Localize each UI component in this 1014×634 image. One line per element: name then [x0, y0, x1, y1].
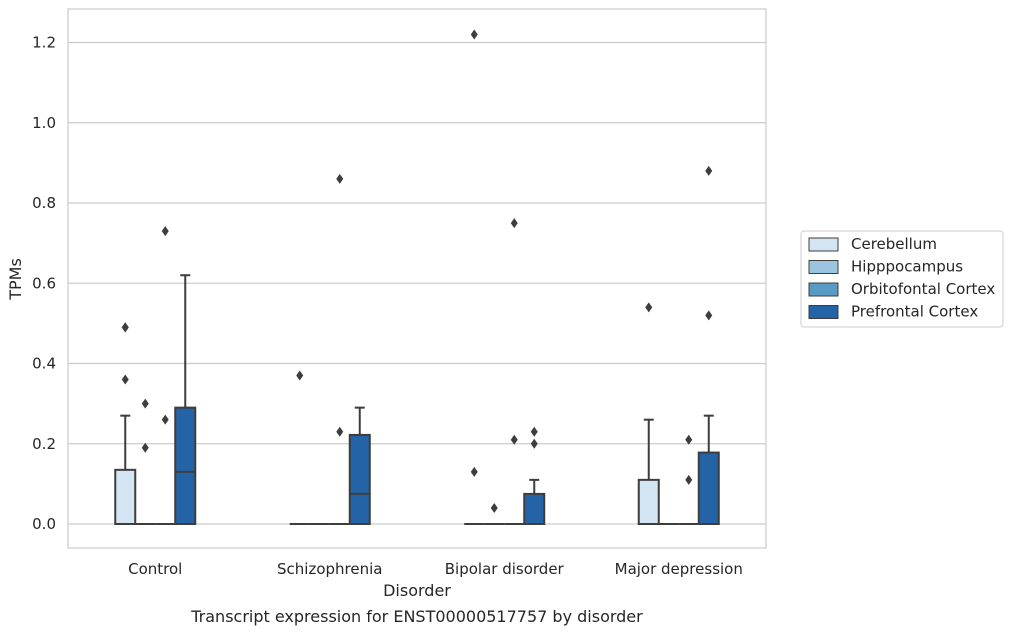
y-tick-label: 0.4: [32, 355, 56, 373]
outlier-marker: [645, 302, 653, 313]
legend-label: Cerebellum: [851, 235, 937, 253]
legend-swatch: [808, 282, 839, 297]
box-group: [174, 274, 197, 526]
outlier-marker: [490, 502, 498, 513]
box: [637, 478, 660, 525]
x-tick-label: Bipolar disorder: [445, 560, 565, 578]
gridlines: [68, 41, 766, 525]
y-tick-label: 1.2: [32, 34, 56, 52]
box: [114, 468, 137, 525]
outlier-marker: [121, 322, 129, 333]
outlier-marker: [510, 434, 518, 445]
outlier-marker: [141, 398, 149, 409]
y-tick-label: 0.6: [32, 274, 56, 292]
legend-label: Prefrontal Cortex: [851, 303, 978, 321]
x-axis-ticks: Control Schizophrenia Bipolar disorder Majo…: [128, 560, 743, 578]
outlier-marker: [705, 165, 713, 176]
box-group: [329, 173, 350, 525]
box-group: [523, 426, 546, 525]
outlier-marker: [705, 310, 713, 321]
legend-frame: [800, 230, 1004, 328]
outlier-marker: [296, 370, 304, 381]
box-group: [464, 29, 485, 525]
y-tick-label: 1.0: [32, 114, 56, 132]
box-group: [155, 226, 176, 525]
x-tick-label: Control: [128, 560, 182, 578]
legend-label: Hipppocampus: [851, 258, 963, 276]
legend-swatch: [808, 237, 839, 252]
plot-area-frame: [67, 8, 767, 549]
outlier-marker: [685, 434, 693, 445]
box: [697, 451, 720, 526]
outlier-marker: [510, 218, 518, 229]
outlier-marker: [685, 474, 693, 485]
box-group: [114, 322, 137, 525]
box-group: [678, 434, 699, 525]
outlier-marker: [121, 374, 129, 385]
box: [174, 406, 197, 526]
outlier-marker: [161, 414, 169, 425]
outlier-marker: [161, 226, 169, 237]
legend-label: Orbitofontal Cortex: [851, 280, 995, 298]
outlier-marker: [336, 426, 344, 437]
legend-swatch: [808, 305, 839, 319]
x-axis-title: Disorder: [383, 581, 451, 600]
outlier-marker: [470, 466, 478, 477]
box-group: [504, 218, 525, 525]
box-group: [484, 502, 505, 525]
box: [348, 433, 371, 525]
y-tick-label: 0.0: [32, 515, 56, 533]
box: [523, 492, 546, 525]
box-group: [348, 406, 371, 525]
y-axis-ticks: 0.0 0.2 0.4 0.6 0.8 1.0 1.2: [32, 34, 56, 534]
x-tick-label: Major depression: [615, 560, 743, 578]
outlier-marker: [336, 173, 344, 184]
legend: Cerebellum Hipppocampus Orbitofontal Corte…: [800, 230, 1004, 328]
box-group: [289, 370, 310, 525]
boxes: [114, 29, 720, 526]
outlier-marker: [470, 29, 478, 40]
y-tick-label: 0.2: [32, 435, 56, 453]
y-axis-title: TPMs: [6, 258, 25, 301]
outlier-marker: [141, 442, 149, 453]
outlier-marker: [530, 426, 538, 437]
outlier-marker: [530, 438, 538, 449]
box-group: [697, 165, 720, 526]
figure-caption: Transcript expression for ENST0000051775…: [190, 607, 643, 626]
box-group: [135, 398, 156, 525]
x-tick-label: Schizophrenia: [277, 560, 382, 578]
y-tick-label: 0.8: [32, 194, 56, 212]
legend-swatch: [808, 260, 839, 274]
box-group: [637, 302, 660, 525]
